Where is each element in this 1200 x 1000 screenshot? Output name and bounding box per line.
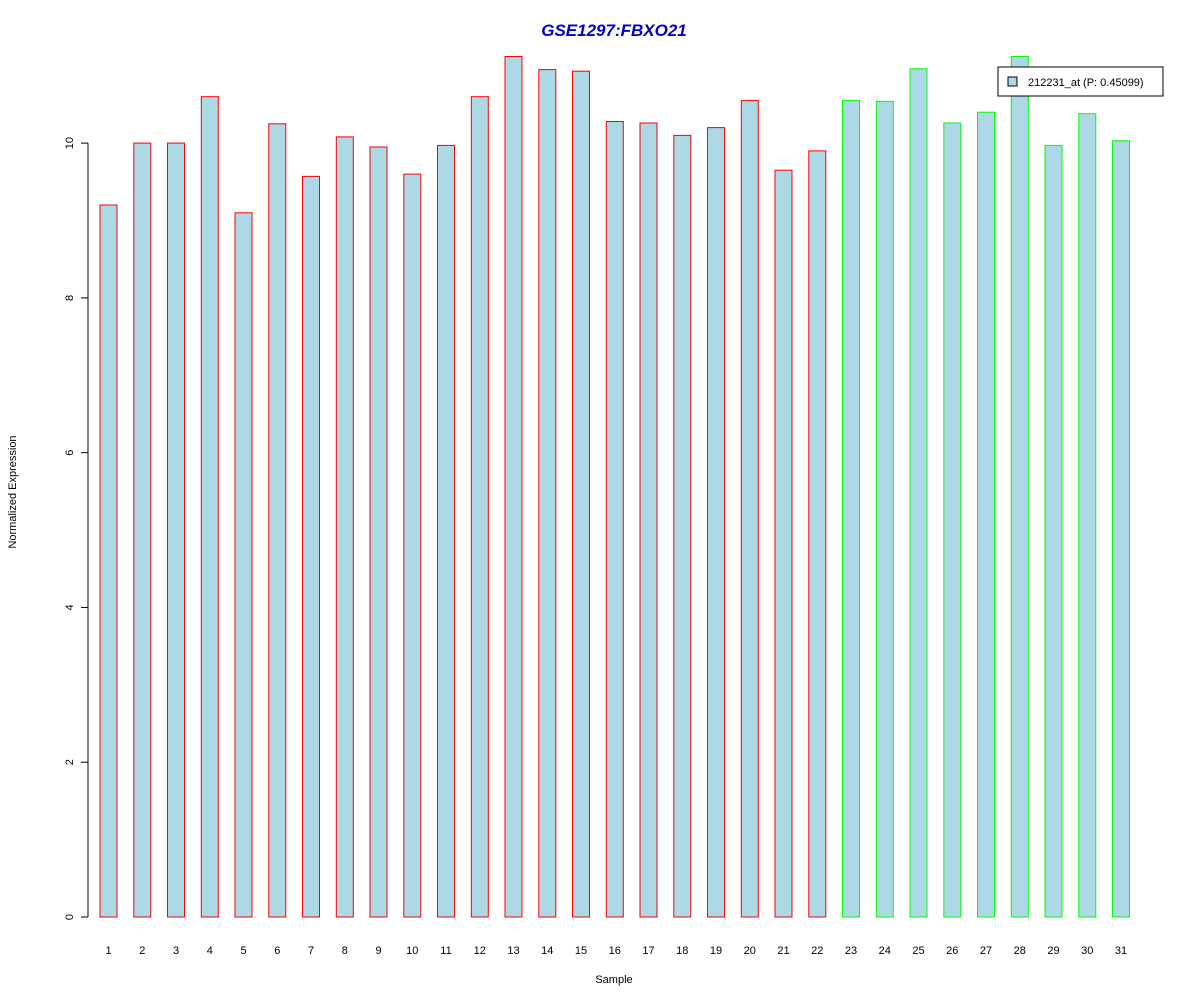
- legend: 212231_at (P: 0.45099): [997, 66, 1164, 97]
- bar-sample-16: [605, 121, 624, 918]
- x-tick-label: 10: [406, 945, 418, 957]
- x-tick-label: 18: [676, 945, 688, 957]
- bar-sample-21: [774, 169, 793, 918]
- x-tick-label: 14: [541, 945, 553, 957]
- x-tick-label: 26: [946, 945, 958, 957]
- x-tick-label: 19: [710, 945, 722, 957]
- x-tick-label: 5: [240, 945, 246, 957]
- y-tick-label: 4: [64, 604, 76, 610]
- bar-sample-26: [943, 122, 962, 918]
- x-tick-label: 12: [474, 945, 486, 957]
- chart-title: GSE1297:FBXO21: [541, 21, 687, 40]
- y-tick-label: 8: [64, 295, 76, 301]
- x-tick-label: 30: [1081, 945, 1093, 957]
- bar-sample-28: [1010, 56, 1029, 918]
- bar-sample-13: [504, 56, 523, 918]
- bar-sample-3: [167, 142, 185, 918]
- bar-sample-8: [335, 136, 354, 918]
- x-tick-label: 9: [375, 945, 381, 957]
- y-axis: 0 2 4 6 8 10: [64, 137, 89, 920]
- bar-sample-7: [302, 175, 320, 918]
- bar-sample-24: [875, 100, 894, 918]
- x-tick-label: 29: [1047, 945, 1059, 957]
- bar-sample-29: [1044, 144, 1063, 918]
- x-tick-label: 13: [507, 945, 519, 957]
- bar-sample-12: [470, 96, 489, 918]
- bar-sample-23: [842, 100, 860, 918]
- x-axis: 1 2 3 4 5 6 7 8 9 10 11 12 13 14 15 16 17 18 19 20 21 22 23 24 2…: [105, 945, 1127, 957]
- bar-sample-15: [572, 70, 590, 918]
- bar-sample-11: [437, 144, 455, 918]
- x-tick-label: 7: [308, 945, 314, 957]
- x-tick-label: 1: [105, 945, 111, 957]
- bar-sample-25: [909, 68, 928, 918]
- x-tick-label: 25: [912, 945, 924, 957]
- bar-sample-27: [977, 111, 995, 918]
- bar-sample-14: [538, 69, 557, 918]
- x-tick-label: 15: [575, 945, 587, 957]
- y-tick-label: 6: [64, 450, 76, 456]
- bar-sample-2: [133, 142, 152, 918]
- bar-sample-5: [234, 212, 253, 918]
- bar-sample-6: [268, 123, 287, 918]
- bar-sample-22: [808, 150, 827, 918]
- x-tick-label: 20: [744, 945, 756, 957]
- x-tick-label: 21: [777, 945, 789, 957]
- x-tick-label: 11: [440, 945, 451, 957]
- bars-group: [99, 56, 1130, 918]
- x-tick-label: 4: [207, 945, 213, 957]
- bar-sample-30: [1078, 113, 1097, 918]
- x-tick-label: 28: [1014, 945, 1026, 957]
- x-axis-label: Sample: [595, 974, 632, 986]
- x-tick-label: 23: [845, 945, 857, 957]
- y-tick-label: 0: [64, 914, 76, 920]
- x-tick-label: 8: [342, 945, 348, 957]
- x-tick-label: 27: [980, 945, 992, 957]
- bar-sample-19: [707, 127, 725, 918]
- bar-sample-1: [99, 204, 118, 918]
- bar-sample-10: [403, 173, 422, 918]
- y-tick-label: 2: [64, 759, 76, 765]
- bar-sample-4: [200, 96, 219, 918]
- legend-label: 212231_at (P: 0.45099): [1028, 77, 1144, 89]
- y-axis-label: Normalized Expression: [7, 435, 19, 548]
- bar-sample-18: [673, 134, 692, 918]
- bar-sample-9: [369, 146, 388, 918]
- x-tick-label: 16: [609, 945, 621, 957]
- x-tick-label: 3: [173, 945, 179, 957]
- legend-box: [997, 66, 1164, 97]
- x-tick-label: 22: [811, 945, 823, 957]
- bar-sample-31: [1112, 140, 1130, 918]
- bar-sample-17: [639, 122, 658, 918]
- legend-swatch: [1007, 76, 1018, 87]
- y-tick-label: 10: [64, 137, 76, 149]
- x-tick-label: 31: [1115, 945, 1127, 957]
- x-tick-label: 6: [274, 945, 280, 957]
- x-tick-label: 24: [879, 945, 891, 957]
- x-tick-label: 2: [139, 945, 145, 957]
- x-tick-label: 17: [642, 945, 654, 957]
- bar-sample-20: [740, 100, 759, 918]
